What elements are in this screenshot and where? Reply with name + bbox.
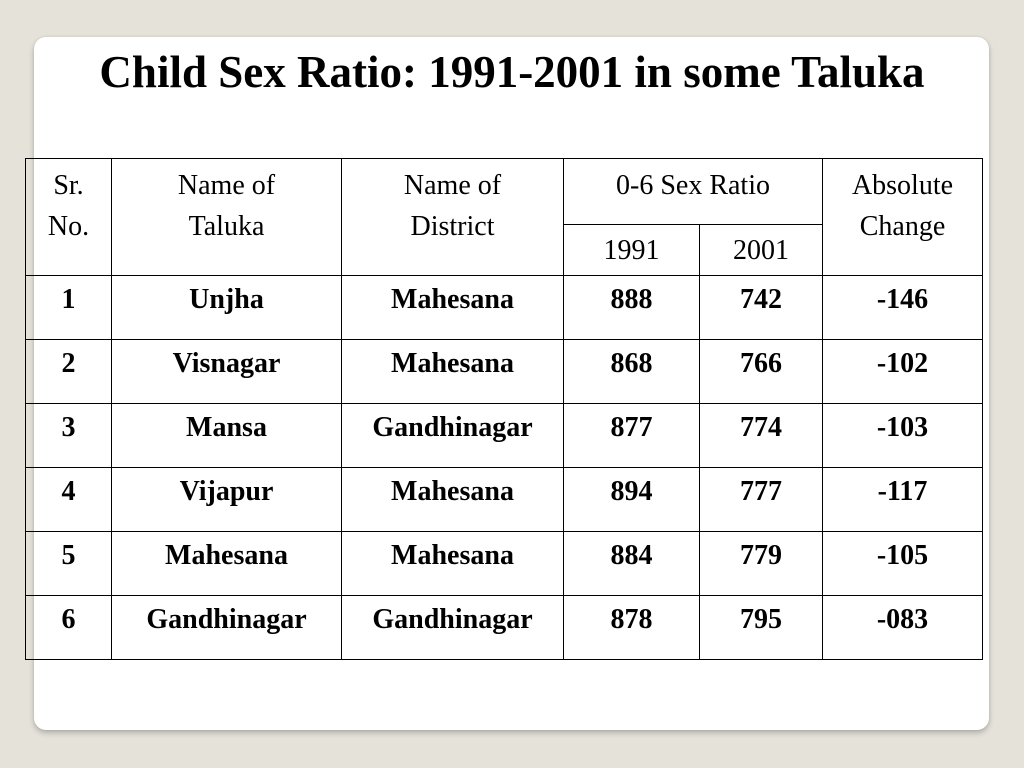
- cell-sr-no: 6: [25, 595, 112, 660]
- cell-taluka: Unjha: [111, 275, 342, 340]
- header-year-1991: 1991: [563, 224, 700, 276]
- cell-district: Mahesana: [341, 339, 564, 404]
- table-row: 4 Vijapur Mahesana 894 777 -117: [25, 467, 983, 532]
- table-body: 1 Unjha Mahesana 888 742 -146 2 Visnagar…: [25, 275, 983, 660]
- cell-absolute-change: -102: [822, 339, 983, 404]
- cell-absolute-change: -146: [822, 275, 983, 340]
- header-district: Name of District: [341, 158, 564, 276]
- cell-sr-no: 2: [25, 339, 112, 404]
- cell-sr-no: 5: [25, 531, 112, 596]
- header-absolute-change-label: Absolute Change: [851, 170, 954, 242]
- header-absolute-change: Absolute Change: [822, 158, 983, 276]
- cell-ratio-1991: 894: [563, 467, 700, 532]
- cell-ratio-2001: 774: [699, 403, 823, 468]
- sex-ratio-table: Sr. No. Name of Taluka Name of District 0-6…: [25, 158, 983, 660]
- cell-absolute-change: -105: [822, 531, 983, 596]
- cell-district: Mahesana: [341, 531, 564, 596]
- slide-title: Child Sex Ratio: 1991-2001 in some Taluk…: [99, 47, 925, 97]
- header-taluka-label: Name of Taluka: [177, 170, 276, 242]
- cell-ratio-2001: 779: [699, 531, 823, 596]
- cell-absolute-change: -083: [822, 595, 983, 660]
- cell-taluka: Mansa: [111, 403, 342, 468]
- table-row: 5 Mahesana Mahesana 884 779 -105: [25, 531, 983, 596]
- cell-taluka: Mahesana: [111, 531, 342, 596]
- header-sr-no: Sr. No.: [25, 158, 112, 276]
- cell-district: Mahesana: [341, 467, 564, 532]
- cell-absolute-change: -117: [822, 467, 983, 532]
- cell-sr-no: 3: [25, 403, 112, 468]
- header-year-2001-label: 2001: [733, 234, 789, 266]
- cell-ratio-2001: 766: [699, 339, 823, 404]
- cell-ratio-1991: 868: [563, 339, 700, 404]
- table-row: 3 Mansa Gandhinagar 877 774 -103: [25, 403, 983, 468]
- table-header-row: Sr. No. Name of Taluka Name of District 0-6…: [25, 158, 983, 276]
- cell-taluka: Visnagar: [111, 339, 342, 404]
- table-row: 1 Unjha Mahesana 888 742 -146: [25, 275, 983, 340]
- cell-ratio-1991: 877: [563, 403, 700, 468]
- cell-district: Gandhinagar: [341, 403, 564, 468]
- header-year-1991-label: 1991: [603, 234, 660, 266]
- cell-ratio-1991: 884: [563, 531, 700, 596]
- header-taluka: Name of Taluka: [111, 158, 342, 276]
- cell-absolute-change: -103: [822, 403, 983, 468]
- cell-sr-no: 1: [25, 275, 112, 340]
- header-district-label: Name of District: [403, 170, 502, 242]
- header-sex-ratio-group: 0-6 Sex Ratio: [563, 158, 823, 225]
- cell-ratio-2001: 742: [699, 275, 823, 340]
- cell-ratio-1991: 888: [563, 275, 700, 340]
- cell-sr-no: 4: [25, 467, 112, 532]
- cell-district: Mahesana: [341, 275, 564, 340]
- cell-ratio-2001: 795: [699, 595, 823, 660]
- cell-taluka: Vijapur: [111, 467, 342, 532]
- header-year-2001: 2001: [699, 224, 823, 276]
- cell-taluka: Gandhinagar: [111, 595, 342, 660]
- cell-district: Gandhinagar: [341, 595, 564, 660]
- table-row: 2 Visnagar Mahesana 868 766 -102: [25, 339, 983, 404]
- header-sex-ratio-label: 0-6 Sex Ratio: [616, 170, 770, 201]
- header-sr-no-label: Sr. No.: [47, 170, 90, 242]
- cell-ratio-1991: 878: [563, 595, 700, 660]
- cell-ratio-2001: 777: [699, 467, 823, 532]
- table-row: 6 Gandhinagar Gandhinagar 878 795 -083: [25, 595, 983, 660]
